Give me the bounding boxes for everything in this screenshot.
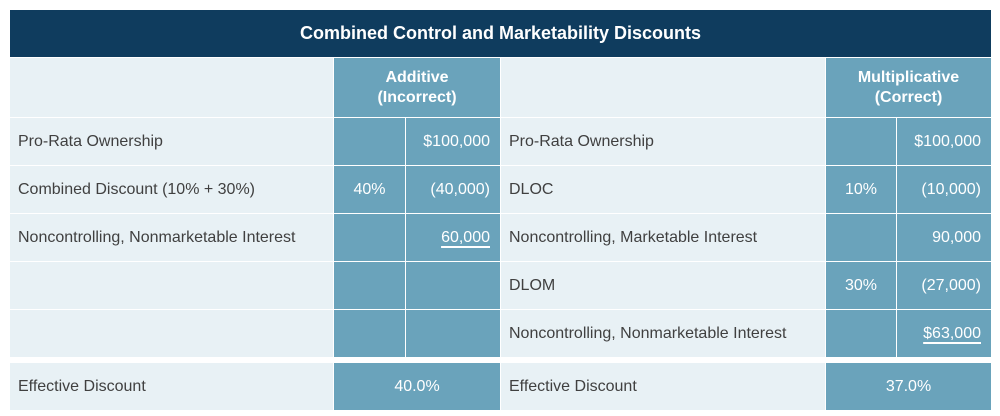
effective-value-additive: 40.0% <box>334 363 500 410</box>
multiplicative-row-amount: 90,000 <box>897 214 991 261</box>
table-title: Combined Control and Marketability Disco… <box>10 10 991 57</box>
effective-label-multiplicative: Effective Discount <box>501 363 825 410</box>
header-blank-right <box>501 58 825 117</box>
header-blank-left <box>10 58 333 117</box>
additive-row-pct: 40% <box>334 166 405 213</box>
effective-label-additive: Effective Discount <box>10 363 333 410</box>
multiplicative-row-pct: 10% <box>826 166 896 213</box>
multiplicative-row-amount-value: $63,000 <box>923 324 981 342</box>
additive-row-amount: $100,000 <box>406 118 500 165</box>
multiplicative-row-label: Noncontrolling, Marketable Interest <box>501 214 825 261</box>
multiplicative-row-amount: $100,000 <box>897 118 991 165</box>
additive-row-pct <box>334 214 405 261</box>
additive-row-amount-value: 60,000 <box>441 228 490 246</box>
header-additive-line1: Additive <box>385 68 449 86</box>
effective-value-multiplicative: 37.0% <box>826 363 991 410</box>
multiplicative-row-amount-value: (27,000) <box>921 276 981 294</box>
additive-row-amount <box>406 262 500 309</box>
additive-row-amount: 60,000 <box>406 214 500 261</box>
additive-row-amount-value: (40,000) <box>430 180 490 198</box>
multiplicative-row-amount-value: (10,000) <box>921 180 981 198</box>
header-multiplicative-line2: (Correct) <box>874 88 943 106</box>
header-additive: Additive (Incorrect) <box>334 58 500 117</box>
multiplicative-row-pct <box>826 118 896 165</box>
additive-row-pct <box>334 262 405 309</box>
additive-row-label: Combined Discount (10% + 30%) <box>10 166 333 213</box>
multiplicative-row-amount-value: 90,000 <box>932 228 981 246</box>
multiplicative-row-amount: (10,000) <box>897 166 991 213</box>
header-additive-line2: (Incorrect) <box>377 88 457 106</box>
multiplicative-row-pct <box>826 310 896 357</box>
multiplicative-row-label: Pro-Rata Ownership <box>501 118 825 165</box>
multiplicative-row-amount: $63,000 <box>897 310 991 357</box>
multiplicative-row-pct: 30% <box>826 262 896 309</box>
additive-row-label: Pro-Rata Ownership <box>10 118 333 165</box>
multiplicative-row-label: Noncontrolling, Nonmarketable Interest <box>501 310 825 357</box>
multiplicative-row-amount-value: $100,000 <box>914 132 981 150</box>
additive-row-amount-value: $100,000 <box>423 132 490 150</box>
additive-row-label <box>10 310 333 357</box>
header-multiplicative-line1: Multiplicative <box>857 68 960 86</box>
additive-row-pct <box>334 310 405 357</box>
multiplicative-row-amount: (27,000) <box>897 262 991 309</box>
discount-table: Combined Control and Marketability Disco… <box>10 10 991 410</box>
header-multiplicative: Multiplicative (Correct) <box>826 58 991 117</box>
multiplicative-row-pct <box>826 214 896 261</box>
additive-row-label: Noncontrolling, Nonmarketable Interest <box>10 214 333 261</box>
additive-row-amount: (40,000) <box>406 166 500 213</box>
additive-row-amount <box>406 310 500 357</box>
multiplicative-row-label: DLOC <box>501 166 825 213</box>
additive-row-pct <box>334 118 405 165</box>
multiplicative-row-label: DLOM <box>501 262 825 309</box>
additive-row-label <box>10 262 333 309</box>
